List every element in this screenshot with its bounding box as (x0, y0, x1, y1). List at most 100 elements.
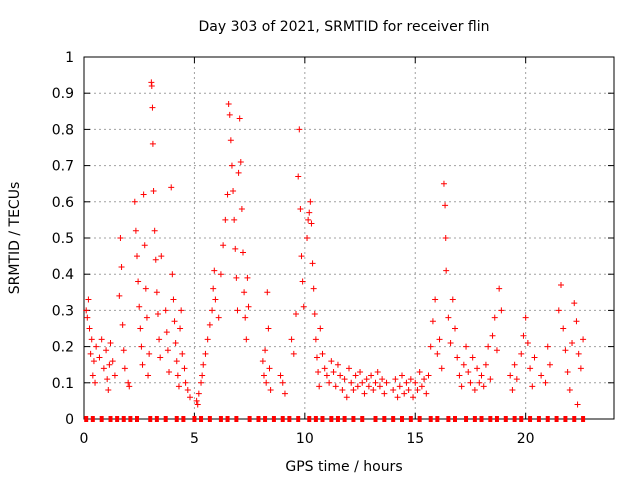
data-point (187, 394, 193, 401)
data-point (109, 358, 116, 365)
data-point (152, 256, 159, 263)
data-point (436, 336, 443, 343)
zero-point (313, 416, 318, 422)
data-point (240, 249, 246, 256)
data-point (524, 339, 531, 346)
zero-point (572, 416, 577, 422)
data-point (454, 354, 461, 361)
data-point (181, 365, 188, 372)
data-point (390, 387, 397, 394)
data-point (298, 253, 305, 260)
data-point (224, 191, 231, 198)
data-point (134, 253, 140, 260)
data-point (310, 285, 317, 292)
data-point (328, 358, 335, 365)
data-point (141, 242, 148, 249)
data-point (527, 365, 534, 372)
data-point (529, 383, 536, 390)
data-point (210, 285, 217, 292)
data-point (392, 376, 399, 383)
zero-point (90, 416, 95, 422)
data-point (230, 187, 237, 194)
data-point (434, 350, 441, 357)
zero-point (488, 416, 493, 422)
data-point (156, 336, 163, 343)
data-point (471, 387, 478, 394)
data-point (478, 372, 485, 379)
data-point (88, 336, 95, 343)
zero-point (563, 416, 568, 422)
data-point (480, 383, 487, 390)
data-point (148, 82, 155, 89)
data-point (487, 376, 494, 383)
data-point (361, 390, 368, 397)
data-point (195, 390, 202, 397)
data-point (198, 379, 205, 386)
data-point (401, 390, 408, 397)
data-point (403, 379, 410, 386)
data-point (452, 325, 458, 332)
zero-point (512, 416, 517, 422)
x-tick-label: 5 (190, 431, 199, 447)
data-point (429, 318, 436, 325)
data-point (295, 173, 302, 180)
zero-point (108, 416, 113, 422)
x-axis-ticks: 0 5 10 15 20 (80, 57, 535, 447)
zero-point (373, 416, 378, 422)
data-point (204, 336, 211, 343)
data-point (168, 184, 175, 191)
x-tick-label: 20 (517, 431, 535, 447)
y-tick-label: 0 (65, 412, 74, 428)
zero-point (199, 416, 204, 422)
data-point (140, 191, 147, 198)
data-point (193, 397, 200, 404)
data-point (476, 379, 483, 386)
data-point (571, 300, 578, 307)
data-point (131, 198, 138, 205)
data-point (418, 383, 425, 390)
data-point (222, 216, 229, 223)
data-point (485, 343, 492, 350)
data-point (544, 343, 551, 350)
data-point (84, 314, 91, 321)
data-point (538, 372, 545, 379)
data-point (442, 235, 449, 241)
data-point (326, 379, 333, 386)
zero-point (400, 416, 404, 422)
data-point (555, 307, 562, 314)
data-point (330, 368, 337, 375)
zero-point (181, 416, 186, 422)
data-point (297, 206, 304, 213)
data-point (170, 296, 177, 303)
y-tick-label: 0.5 (52, 231, 74, 247)
zero-point (479, 416, 484, 422)
data-point (145, 372, 152, 379)
data-point (354, 383, 361, 390)
y-tick-label: 0.6 (52, 195, 74, 211)
data-point (149, 104, 156, 111)
data-point (118, 263, 125, 270)
data-point (179, 350, 186, 357)
data-point (337, 372, 344, 379)
zero-point (271, 416, 276, 422)
data-point (463, 343, 470, 350)
data-point (531, 354, 538, 361)
data-point (445, 314, 452, 321)
data-point (235, 169, 242, 176)
data-point (241, 289, 248, 296)
data-point (474, 365, 481, 372)
zero-point (417, 416, 422, 422)
data-point (365, 383, 372, 390)
data-point (178, 307, 185, 314)
zero-point (536, 416, 541, 422)
x-tick-label: 15 (406, 431, 424, 447)
data-point (560, 325, 567, 332)
zero-point (307, 416, 312, 422)
zero-point (174, 416, 179, 422)
zero-point (207, 416, 212, 422)
data-point (546, 361, 553, 368)
data-point (242, 314, 249, 321)
zero-point (545, 416, 550, 422)
zero-point (391, 416, 396, 422)
